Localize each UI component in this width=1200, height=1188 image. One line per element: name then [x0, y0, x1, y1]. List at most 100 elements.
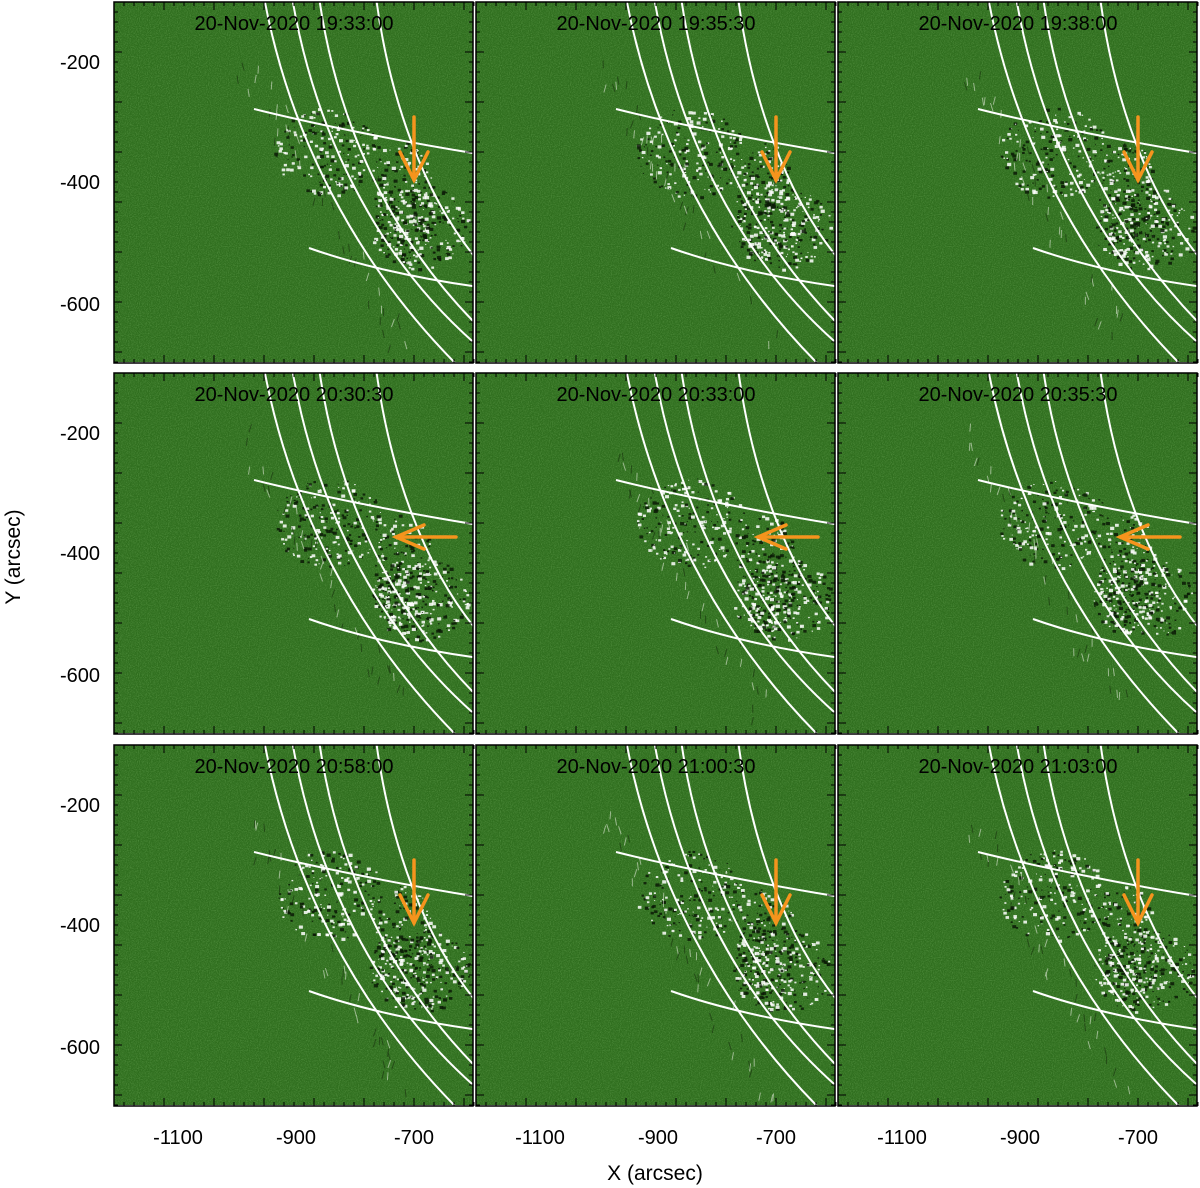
limb-streak — [263, 823, 266, 832]
active-region-speck — [330, 931, 333, 934]
active-region-speck — [343, 480, 345, 482]
active-region-speck — [1105, 208, 1109, 212]
active-region-speck — [421, 620, 426, 624]
active-region-speck — [414, 195, 419, 200]
active-region-speck — [1012, 537, 1016, 540]
active-region-speck — [682, 168, 684, 170]
active-region-speck — [419, 246, 424, 250]
active-region-speck — [666, 171, 669, 174]
active-region-speck — [438, 562, 441, 565]
active-region-speck — [700, 148, 704, 151]
active-region-speck — [808, 579, 813, 583]
active-region-speck — [1022, 170, 1026, 173]
active-region-speck — [1092, 150, 1097, 154]
active-region-speck — [429, 955, 434, 959]
limb-streak — [1090, 274, 1093, 283]
active-region-speck — [665, 495, 670, 499]
active-region-speck — [726, 516, 728, 518]
active-region-speck — [293, 499, 296, 502]
active-region-speck — [1038, 507, 1041, 510]
active-region-speck — [769, 157, 773, 161]
active-region-speck — [638, 512, 643, 516]
active-region-speck — [412, 219, 417, 223]
active-region-speck — [1034, 130, 1037, 133]
image-panel: 20-Nov-2020 20:58:00 — [113, 744, 475, 1107]
active-region-speck — [717, 499, 720, 501]
active-region-speck — [1166, 616, 1171, 620]
active-region-speck — [405, 203, 408, 205]
active-region-speck — [1127, 585, 1131, 588]
limb-streak — [1028, 522, 1031, 531]
active-region-speck — [1047, 147, 1049, 149]
active-region-speck — [290, 168, 294, 172]
active-region-speck — [1106, 573, 1108, 574]
active-region-speck — [1148, 166, 1152, 169]
active-region-speck — [377, 586, 382, 590]
active-region-speck — [649, 507, 652, 510]
active-region-speck — [412, 190, 414, 192]
active-region-speck — [683, 551, 687, 554]
active-region-speck — [406, 638, 410, 641]
active-region-speck — [422, 624, 425, 627]
active-region-speck — [807, 583, 812, 587]
active-region-speck — [364, 126, 368, 129]
active-region-speck — [300, 139, 303, 142]
active-region-speck — [711, 526, 714, 529]
active-region-speck — [383, 565, 385, 567]
active-region-speck — [388, 986, 393, 990]
active-region-speck — [428, 186, 431, 189]
active-region-speck — [1092, 510, 1094, 513]
active-region-speck — [1117, 575, 1120, 578]
active-region-speck — [1131, 570, 1133, 572]
active-region-speck — [380, 244, 384, 247]
active-region-speck — [787, 608, 791, 612]
active-region-speck — [344, 186, 349, 190]
active-region-speck — [730, 173, 732, 175]
grid-line — [263, 745, 456, 1105]
active-region-speck — [1158, 590, 1161, 592]
active-region-speck — [1101, 131, 1105, 134]
active-region-speck — [1032, 500, 1037, 504]
limb-streak — [699, 230, 703, 240]
active-region-speck — [445, 995, 448, 997]
active-region-speck — [406, 572, 410, 576]
active-region-speck — [1125, 236, 1130, 240]
active-region-speck — [408, 949, 412, 951]
active-region-speck — [354, 527, 357, 529]
active-region-speck — [710, 114, 713, 117]
active-region-speck — [1119, 251, 1124, 255]
active-region-speck — [686, 539, 688, 542]
active-region-speck — [371, 885, 375, 888]
active-region-speck — [1134, 579, 1139, 583]
active-region-speck — [1149, 591, 1154, 595]
active-region-speck — [673, 522, 677, 525]
panel-timestamp: 20-Nov-2020 20:58:00 — [194, 756, 393, 778]
active-region-speck — [674, 483, 677, 485]
active-region-speck — [1052, 553, 1055, 556]
active-region-speck — [310, 175, 313, 178]
active-region-speck — [328, 903, 331, 906]
active-region-speck — [386, 232, 389, 235]
active-region-speck — [741, 535, 746, 540]
active-region-speck — [391, 587, 396, 591]
active-region-speck — [414, 972, 417, 974]
active-region-speck — [320, 515, 324, 519]
active-region-speck — [796, 637, 798, 639]
active-region-speck — [463, 951, 465, 953]
active-region-speck — [653, 180, 657, 184]
active-region-speck — [384, 962, 387, 965]
limb-streak — [285, 104, 289, 114]
active-region-speck — [353, 498, 356, 500]
active-region-speck — [686, 558, 690, 561]
active-region-speck — [396, 945, 401, 949]
active-region-speck — [422, 576, 426, 579]
active-region-speck — [446, 242, 449, 244]
active-region-speck — [1014, 123, 1017, 125]
active-region-speck — [463, 225, 468, 229]
active-region-speck — [1174, 602, 1177, 605]
active-region-speck — [455, 206, 460, 210]
active-region-speck — [456, 593, 459, 595]
active-region-speck — [386, 610, 388, 612]
active-region-speck — [424, 228, 429, 232]
active-region-speck — [409, 523, 413, 527]
